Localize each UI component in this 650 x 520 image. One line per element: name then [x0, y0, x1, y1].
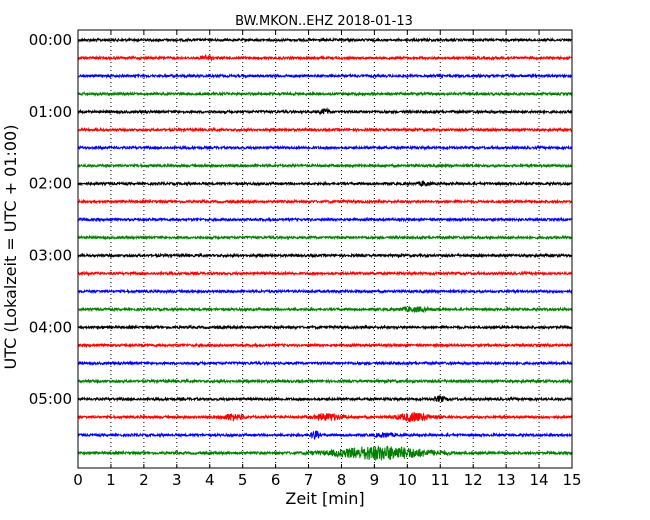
seismogram-trace [77, 324, 573, 331]
x-axis-ticks: 0 1 2 3 4 5 6 7 8 9 10 11 12 13 14 15 [73, 30, 582, 489]
seismogram-trace [77, 342, 573, 349]
seismogram-trace [77, 162, 573, 169]
seismogram-trace [77, 378, 573, 385]
y-tick-label: 05:00 [29, 390, 72, 408]
plot-frame [77, 29, 573, 469]
y-tick-label: 00:00 [29, 31, 72, 49]
x-tick-label: 7 [304, 471, 314, 489]
seismogram-trace [77, 216, 573, 223]
y-tick-label: 01:00 [29, 103, 72, 121]
y-axis-label: UTC (Lokalzeit = UTC + 01:00) [1, 125, 20, 370]
x-tick-label: 6 [271, 471, 281, 489]
y-tick-label: 03:00 [29, 246, 72, 264]
x-tick-label: 4 [205, 471, 215, 489]
x-tick-label: 8 [337, 471, 347, 489]
seismogram-trace [77, 252, 573, 259]
seismogram-trace [77, 144, 573, 151]
chart-title: BW.MKON..EHZ 2018-01-13 [235, 14, 413, 29]
y-tick-label: 04:00 [29, 318, 72, 336]
x-tick-label: 3 [172, 471, 182, 489]
seismogram-trace [77, 107, 573, 116]
x-tick-label: 1 [106, 471, 116, 489]
x-tick-label: 0 [73, 471, 83, 489]
seismogram-trace [77, 445, 573, 462]
x-tick-label: 9 [370, 471, 380, 489]
x-axis-label: Zeit [min] [285, 489, 364, 508]
x-tick-label: 11 [431, 471, 450, 489]
seismogram-trace [77, 412, 573, 423]
x-tick-label: 13 [497, 471, 516, 489]
seismogram-trace [77, 126, 573, 133]
x-tick-label: 10 [398, 471, 417, 489]
seismogram-trace [77, 90, 573, 98]
x-tick-label: 12 [464, 471, 483, 489]
seismogram-trace [77, 234, 573, 241]
seismogram-trace [77, 360, 573, 367]
seismogram-trace [77, 54, 573, 62]
seismogram-trace [77, 179, 573, 188]
x-tick-label: 15 [562, 471, 581, 489]
seismogram-trace [77, 270, 573, 277]
seismogram-trace [77, 395, 573, 403]
seismogram-trace [77, 72, 573, 80]
y-tick-label: 02:00 [29, 175, 72, 193]
seismogram-trace [77, 36, 573, 44]
seismogram-trace [77, 305, 573, 314]
y-axis-ticks: 00:00 01:00 02:00 03:00 04:00 05:00 [29, 31, 572, 408]
seismogram-trace [77, 198, 573, 205]
x-tick-label: 5 [238, 471, 248, 489]
x-tick-label: 14 [530, 471, 549, 489]
seismogram-traces [77, 36, 573, 462]
seismogram-trace [77, 288, 573, 295]
seismogram-trace [77, 430, 573, 440]
x-tick-label: 2 [139, 471, 149, 489]
